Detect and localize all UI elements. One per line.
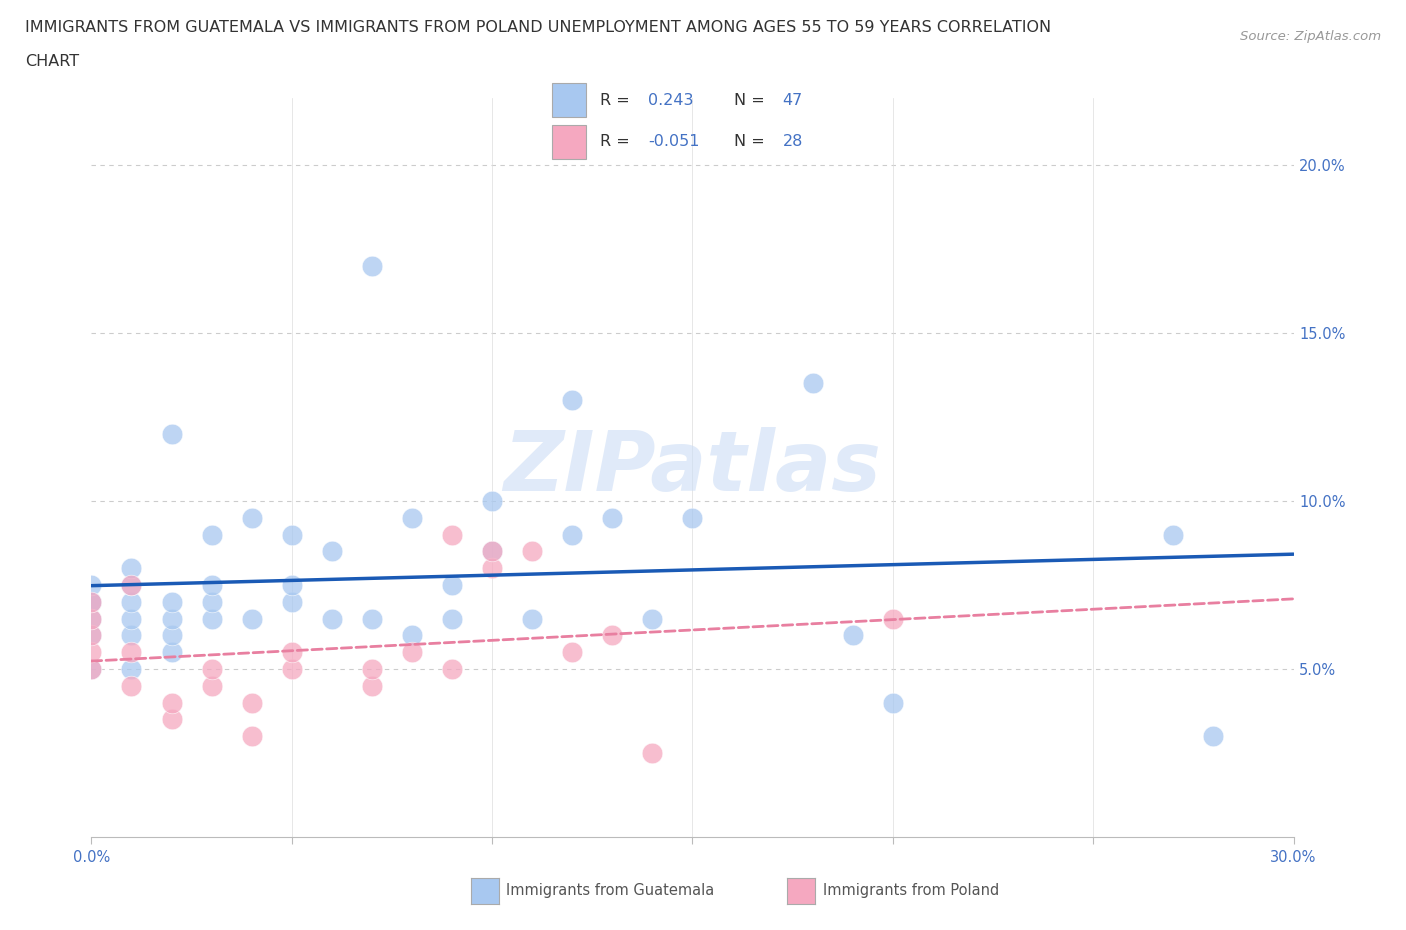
Point [121, 561, 143, 576]
Point [801, 376, 824, 391]
Text: N =: N = [734, 93, 770, 108]
Point [1202, 729, 1225, 744]
Text: 0.243: 0.243 [648, 93, 693, 108]
Point [481, 561, 503, 576]
Point [160, 611, 183, 626]
Point [401, 644, 423, 659]
Point [281, 661, 304, 676]
Point [201, 661, 224, 676]
Point [240, 611, 263, 626]
Point [440, 661, 463, 676]
Point [321, 544, 343, 559]
Text: Immigrants from Poland: Immigrants from Poland [823, 884, 998, 898]
Point [281, 578, 304, 592]
Point [561, 527, 583, 542]
Text: IMMIGRANTS FROM GUATEMALA VS IMMIGRANTS FROM POLAND UNEMPLOYMENT AMONG AGES 55 T: IMMIGRANTS FROM GUATEMALA VS IMMIGRANTS … [25, 20, 1052, 35]
Point [80, 628, 103, 643]
Point [201, 678, 224, 693]
FancyBboxPatch shape [551, 84, 586, 117]
Text: Source: ZipAtlas.com: Source: ZipAtlas.com [1240, 30, 1381, 43]
Point [240, 729, 263, 744]
Point [401, 628, 423, 643]
Point [360, 611, 382, 626]
Point [160, 695, 183, 710]
Point [80, 594, 103, 609]
Point [360, 678, 382, 693]
Text: CHART: CHART [25, 54, 79, 69]
Point [481, 494, 503, 509]
Point [121, 644, 143, 659]
Point [602, 511, 624, 525]
Point [440, 611, 463, 626]
Point [240, 511, 263, 525]
Point [80, 661, 103, 676]
Point [201, 611, 224, 626]
Point [882, 611, 904, 626]
Point [882, 695, 904, 710]
Point [80, 628, 103, 643]
FancyBboxPatch shape [551, 125, 586, 159]
Point [80, 644, 103, 659]
Point [401, 511, 423, 525]
Point [201, 527, 224, 542]
Point [80, 594, 103, 609]
Point [360, 661, 382, 676]
Point [80, 578, 103, 592]
Point [160, 628, 183, 643]
Point [80, 661, 103, 676]
Point [80, 611, 103, 626]
Point [522, 544, 544, 559]
Point [321, 611, 343, 626]
Point [121, 578, 143, 592]
Text: R =: R = [600, 134, 634, 150]
Point [160, 426, 183, 441]
Point [240, 695, 263, 710]
Point [440, 527, 463, 542]
Point [281, 644, 304, 659]
Point [440, 578, 463, 592]
Point [121, 678, 143, 693]
Point [201, 578, 224, 592]
Point [121, 594, 143, 609]
Point [561, 644, 583, 659]
Point [602, 628, 624, 643]
Point [80, 611, 103, 626]
Text: N =: N = [734, 134, 770, 150]
Point [160, 644, 183, 659]
Point [522, 611, 544, 626]
Point [281, 527, 304, 542]
Point [641, 746, 664, 761]
Point [80, 594, 103, 609]
Point [360, 259, 382, 273]
Point [641, 611, 664, 626]
Point [481, 544, 503, 559]
Text: R =: R = [600, 93, 634, 108]
Text: ZIPatlas: ZIPatlas [503, 427, 882, 508]
Point [121, 628, 143, 643]
Text: 28: 28 [782, 134, 803, 150]
Text: Immigrants from Guatemala: Immigrants from Guatemala [506, 884, 714, 898]
Point [481, 544, 503, 559]
Text: 47: 47 [782, 93, 803, 108]
Point [1163, 527, 1185, 542]
Point [160, 712, 183, 727]
Point [121, 611, 143, 626]
Point [561, 392, 583, 407]
Point [160, 594, 183, 609]
Point [201, 594, 224, 609]
Text: -0.051: -0.051 [648, 134, 700, 150]
Point [121, 661, 143, 676]
Point [121, 578, 143, 592]
Point [281, 594, 304, 609]
Point [841, 628, 863, 643]
Point [681, 511, 703, 525]
